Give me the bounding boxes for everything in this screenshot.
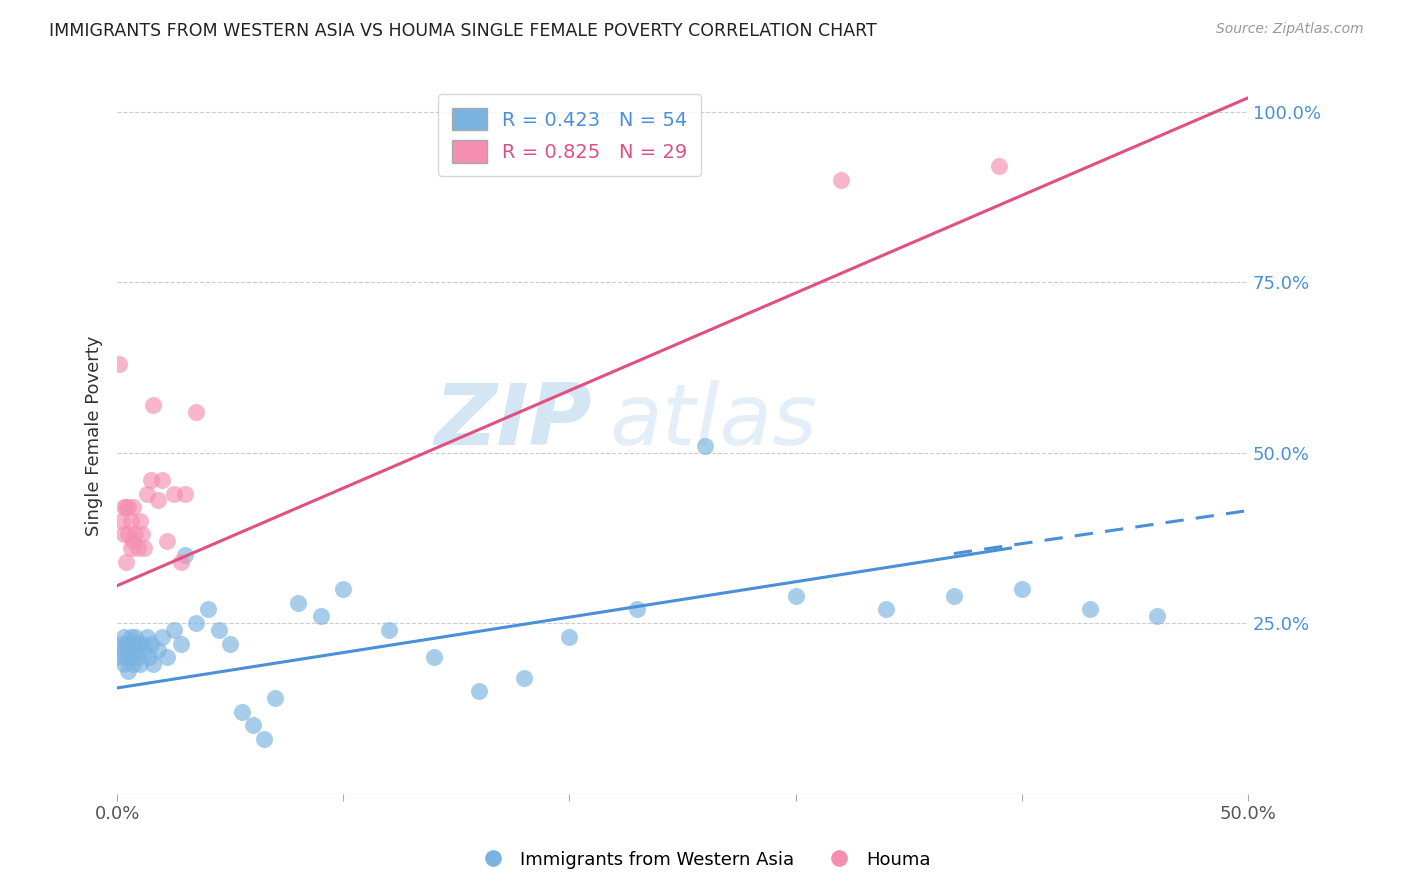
Point [152,630,174,644]
Point [134,643,156,657]
Point [115,555,138,569]
Point [122,500,145,515]
Point [124,527,146,541]
Point [146,493,169,508]
Point [830,173,852,187]
Point [131,637,153,651]
Point [186,616,208,631]
Point [242,718,264,732]
Point [122,637,145,651]
Point [332,582,354,596]
Point [942,589,965,603]
Point [163,623,186,637]
Point [131,527,153,541]
Point [120,514,142,528]
Point [115,650,138,665]
Point [111,643,134,657]
Point [142,398,165,412]
Point [111,637,134,651]
Text: ZIP: ZIP [434,380,592,463]
Point [174,548,197,562]
Point [309,609,332,624]
Point [253,732,276,747]
Legend: R = 0.423   N = 54, R = 0.825   N = 29: R = 0.423 N = 54, R = 0.825 N = 29 [437,95,702,177]
Point [785,589,807,603]
Point [117,664,139,678]
Point [423,650,446,665]
Point [115,637,138,651]
Point [558,630,581,644]
Point [142,657,165,671]
Point [138,650,160,665]
Point [117,500,139,515]
Point [128,657,150,671]
Point [875,602,897,616]
Point [112,657,135,671]
Point [112,630,135,644]
Text: IMMIGRANTS FROM WESTERN ASIA VS HOUMA SINGLE FEMALE POVERTY CORRELATION CHART: IMMIGRANTS FROM WESTERN ASIA VS HOUMA SI… [49,22,877,40]
Point [174,486,197,500]
Point [468,684,491,698]
Point [124,643,146,657]
Point [117,527,139,541]
Point [139,637,162,651]
Legend: Immigrants from Western Asia, Houma: Immigrants from Western Asia, Houma [468,844,938,876]
Point [122,534,145,549]
Point [139,473,162,487]
Point [135,486,157,500]
Text: Source: ZipAtlas.com: Source: ZipAtlas.com [1216,22,1364,37]
Point [146,643,169,657]
Point [124,630,146,644]
Point [695,439,717,453]
Point [208,623,231,637]
Point [197,602,219,616]
Point [134,541,156,555]
Point [108,650,131,665]
Point [108,357,131,371]
Point [111,514,134,528]
Point [122,657,145,671]
Point [1078,602,1101,616]
Point [135,630,157,644]
Point [377,623,399,637]
Point [156,650,179,665]
Point [163,486,186,500]
Point [156,534,179,549]
Y-axis label: Single Female Poverty: Single Female Poverty [86,335,103,536]
Point [152,473,174,487]
Text: atlas: atlas [609,380,817,463]
Point [219,637,242,651]
Point [117,643,139,657]
Point [127,650,149,665]
Point [127,637,149,651]
Point [120,630,142,644]
Point [513,671,536,685]
Point [988,159,1011,173]
Point [169,555,191,569]
Point [112,527,135,541]
Point [128,514,150,528]
Point [112,500,135,515]
Point [231,705,253,719]
Point [186,405,208,419]
Point [1146,609,1168,624]
Point [626,602,648,616]
Point [169,637,191,651]
Point [120,650,142,665]
Point [127,541,149,555]
Point [264,691,287,706]
Point [287,596,309,610]
Point [1011,582,1033,596]
Point [115,500,138,515]
Point [120,541,142,555]
